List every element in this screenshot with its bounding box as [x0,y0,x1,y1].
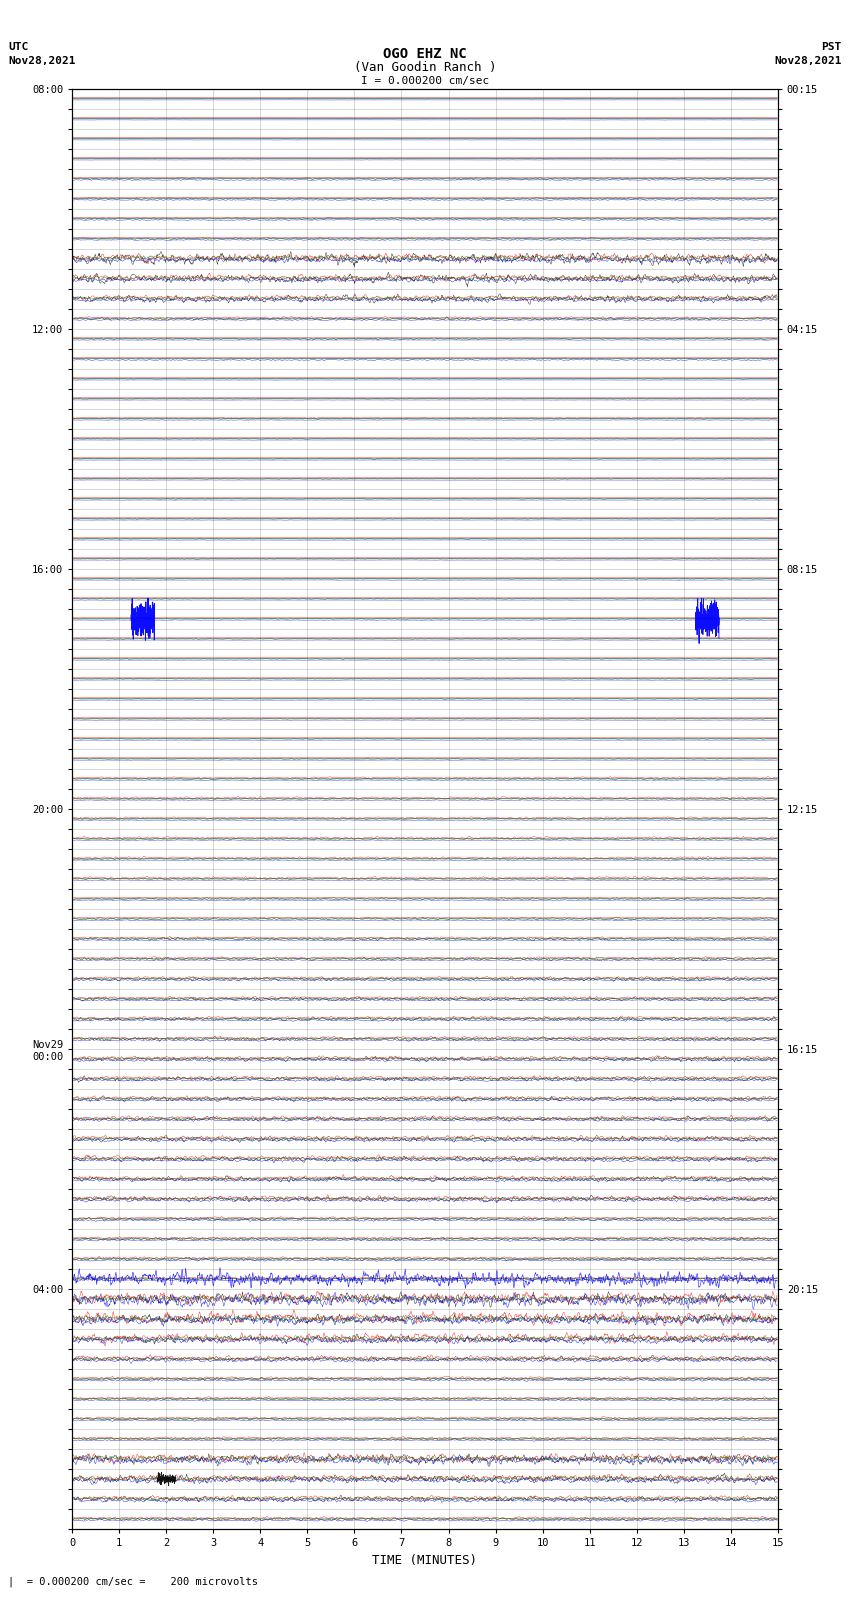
Text: (Van Goodin Ranch ): (Van Goodin Ranch ) [354,61,496,74]
Text: PST: PST [821,42,842,52]
Text: OGO EHZ NC: OGO EHZ NC [383,47,467,61]
Text: UTC: UTC [8,42,29,52]
Text: Nov28,2021: Nov28,2021 [774,56,842,66]
X-axis label: TIME (MINUTES): TIME (MINUTES) [372,1553,478,1566]
Text: I = 0.000200 cm/sec: I = 0.000200 cm/sec [361,76,489,85]
Text: |  = 0.000200 cm/sec =    200 microvolts: | = 0.000200 cm/sec = 200 microvolts [8,1576,258,1587]
Text: Nov28,2021: Nov28,2021 [8,56,76,66]
